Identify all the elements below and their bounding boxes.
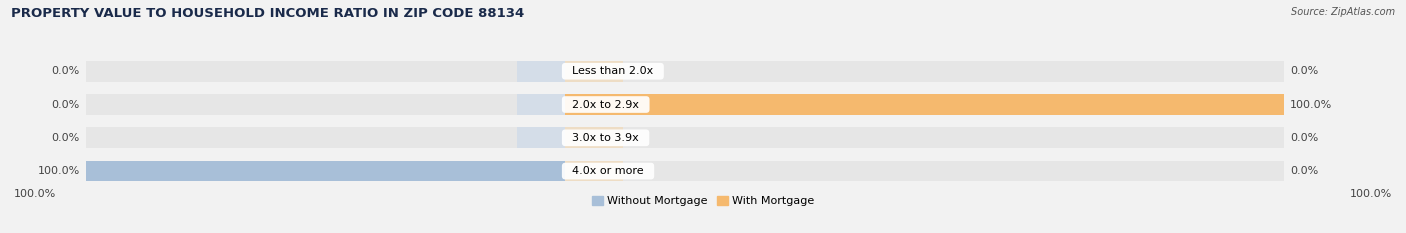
Text: 0.0%: 0.0% [1291,66,1319,76]
Text: Source: ZipAtlas.com: Source: ZipAtlas.com [1291,7,1395,17]
Text: 2.0x to 2.9x: 2.0x to 2.9x [565,99,647,110]
Text: 0.0%: 0.0% [52,133,80,143]
Bar [517,61,565,82]
Text: 100.0%: 100.0% [1291,99,1333,110]
Bar [517,127,565,148]
Text: 0.0%: 0.0% [1291,133,1319,143]
Text: 100.0%: 100.0% [38,166,80,176]
Bar [86,161,1284,182]
Text: 3.0x to 3.9x: 3.0x to 3.9x [565,133,645,143]
Bar [565,161,623,182]
Text: 100.0%: 100.0% [1350,189,1392,199]
Bar [86,127,1284,148]
Text: 0.0%: 0.0% [1291,166,1319,176]
Text: 0.0%: 0.0% [52,99,80,110]
Bar [565,61,623,82]
Bar [86,94,1284,115]
Bar [517,94,565,115]
Text: PROPERTY VALUE TO HOUSEHOLD INCOME RATIO IN ZIP CODE 88134: PROPERTY VALUE TO HOUSEHOLD INCOME RATIO… [11,7,524,20]
Bar [86,61,1284,82]
Text: 0.0%: 0.0% [52,66,80,76]
Text: Less than 2.0x: Less than 2.0x [565,66,661,76]
Legend: Without Mortgage, With Mortgage: Without Mortgage, With Mortgage [588,191,818,211]
Bar [565,94,1284,115]
Text: 4.0x or more: 4.0x or more [565,166,651,176]
Bar [86,161,565,182]
Text: 100.0%: 100.0% [14,189,56,199]
Bar [565,127,623,148]
